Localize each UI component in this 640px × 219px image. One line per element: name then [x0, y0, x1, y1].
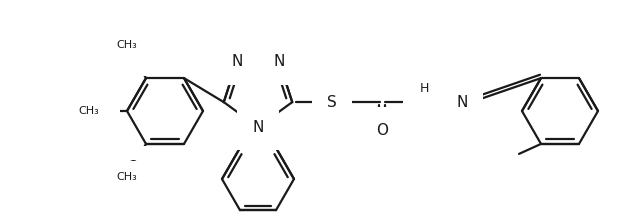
- Text: O: O: [127, 159, 138, 173]
- Text: N: N: [252, 120, 264, 134]
- Text: N: N: [419, 95, 430, 110]
- Text: CH₃: CH₃: [116, 172, 138, 182]
- Text: CH₃: CH₃: [116, 40, 138, 50]
- Text: N: N: [273, 54, 285, 69]
- Text: S: S: [328, 95, 337, 110]
- Text: CH₃: CH₃: [79, 106, 99, 116]
- Text: H: H: [420, 82, 429, 95]
- Text: N: N: [456, 95, 468, 110]
- Text: N: N: [231, 54, 243, 69]
- Text: O: O: [127, 49, 138, 63]
- Text: O: O: [376, 123, 388, 138]
- Text: O: O: [95, 104, 106, 118]
